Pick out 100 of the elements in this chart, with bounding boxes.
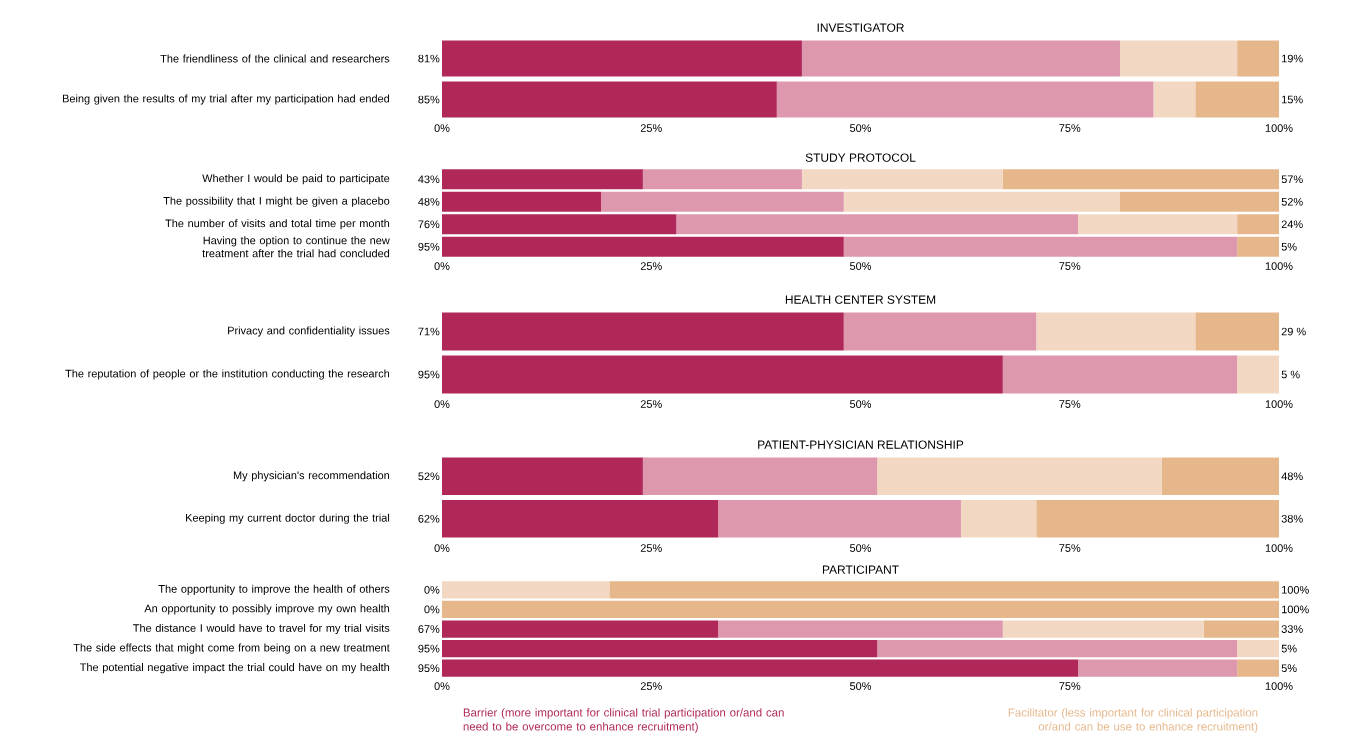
bar [843,236,1238,257]
text: 95% [418,242,440,251]
bar [718,620,1003,638]
text: 29 % [1281,327,1306,336]
text: 43% [418,175,440,184]
bar [801,169,1003,190]
y-tick-label: The potential negative impact the trial could have on my health [80,663,390,674]
x-tick-label: 100% [1265,262,1293,270]
x-tick-label: 50% [849,682,872,690]
chart-title: STUDY PROTOCOL [805,153,916,162]
text: 52% [418,472,440,481]
bar [442,500,719,538]
x-tick-label: 75% [1059,682,1081,690]
bar [442,659,1079,677]
y-tick-label: The opportunity to improve the health of others [158,584,390,595]
x-tick-label: 50% [849,544,872,552]
text: 100% [1282,585,1309,594]
y-tick-label: Privacy and confidentiality issues [228,326,390,337]
bar [1119,40,1238,77]
text: 5% [1281,242,1297,251]
bar [718,500,961,538]
bar [1036,312,1196,351]
text: 52% [1281,197,1303,206]
text: Barrier (more important for clinical trial participation or/and can need to be overcome to enhance recruitment) [463,708,784,733]
text: 5% [1281,664,1297,673]
bar [877,457,1162,495]
text: 71% [418,327,440,336]
x-tick-label: 0% [434,262,450,270]
x-tick-label: 0% [434,682,450,690]
bar [1078,659,1238,677]
y-tick-label: My physician's recommendation [233,471,390,482]
text: 5% [1281,644,1297,653]
bar [442,214,677,235]
x-tick-label: 75% [1059,400,1081,408]
bar [442,457,643,495]
text: 67% [418,625,440,633]
bar [1237,236,1280,257]
y-tick-label: The side effects that might come from being on a new treatment [73,643,390,654]
y-tick-label: The distance I would have to travel for my trial visits [133,623,390,635]
bar [1161,457,1280,495]
bar [776,81,1154,118]
text: 95% [418,370,440,379]
y-tick-label: The possibility that I might be given a placebo [163,196,390,207]
text: 48% [1281,472,1303,481]
text: 38% [1281,514,1303,523]
y-tick-label: The number of visits and total time per month [165,219,390,230]
text: 5 % [1281,370,1300,379]
bar [442,355,1003,394]
bar [442,620,719,638]
text: 62% [418,514,440,523]
bar [442,639,878,658]
x-tick-label: 50% [849,262,872,270]
bar [642,457,878,495]
bar [442,312,844,351]
bar [1153,81,1196,118]
x-tick-label: 100% [1265,124,1293,132]
text: 48% [418,197,440,206]
y-tick-label: Being given the results of my trial after my participation had ended [63,94,390,105]
text: 95% [418,644,440,653]
x-tick-label: 25% [640,400,662,408]
bar [609,581,1280,599]
bar [442,81,777,118]
bar [843,191,1120,212]
chart-title: INVESTIGATOR [817,23,904,32]
bar [442,236,844,257]
bar [676,214,1079,235]
text: 95% [418,664,440,673]
x-tick-label: 75% [1059,262,1081,270]
text: 0% [424,585,440,594]
bar [1203,620,1280,638]
bar [601,191,844,212]
text: 57% [1281,175,1303,184]
x-tick-label: 25% [640,124,662,132]
x-tick-label: 25% [640,682,662,690]
x-tick-label: 25% [640,544,662,552]
y-tick-label: Having the option to continue the new treatment after the trial had concluded [202,236,390,258]
bar [1002,355,1238,394]
bar [442,581,610,599]
text: 15% [1282,95,1303,104]
text: 33% [1281,625,1303,633]
x-tick-label: 50% [849,124,872,132]
text: 76% [418,220,440,229]
x-tick-label: 0% [434,544,450,552]
bar [1119,191,1280,212]
text: 85% [418,95,440,104]
bar [1195,81,1280,118]
x-tick-label: 100% [1265,400,1293,408]
x-tick-label: 100% [1265,682,1293,690]
y-tick-label: The friendliness of the clinical and researchers [160,54,390,63]
x-tick-label: 100% [1265,544,1293,552]
bar [1036,500,1280,538]
bar [1237,214,1280,235]
y-tick-label: The reputation of people or the institution conducting the research [65,369,390,380]
bar [442,40,802,77]
bar [801,40,1120,77]
text: 100% [1282,605,1309,614]
text: Facilitator (less important for clinical participation or/and can be use to enhance recruitment) [1008,708,1258,733]
x-tick-label: 75% [1059,124,1081,132]
text: 24% [1281,220,1303,229]
x-tick-label: 0% [434,400,450,408]
